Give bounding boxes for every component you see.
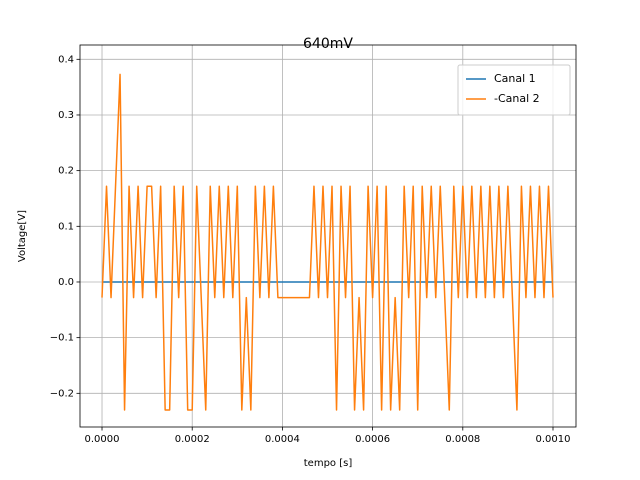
legend-label: Canal 1 (494, 72, 536, 85)
y-tick-label: 0.4 (58, 54, 74, 65)
x-tick-label: 0.0008 (445, 434, 480, 445)
x-axis-label: tempo [s] (304, 458, 353, 469)
x-tick-label: 0.0000 (85, 434, 120, 445)
y-tick-label: 0.0 (58, 277, 74, 288)
x-tick-label: 0.0002 (175, 434, 210, 445)
y-axis-label: Voltage[V] (17, 210, 28, 262)
plot-frame (79, 44, 577, 428)
y-tick-label: 0.3 (58, 110, 74, 121)
y-tick-label: −0.1 (50, 333, 74, 344)
legend-box (457, 64, 571, 116)
x-tick-label: 0.0010 (535, 434, 570, 445)
x-tick-label: 0.0006 (355, 434, 390, 445)
legend-label: -Canal 2 (494, 92, 540, 105)
y-tick-label: 0.2 (58, 166, 74, 177)
y-tick-label: −0.2 (50, 388, 74, 399)
x-tick-label: 0.0004 (265, 434, 300, 445)
y-tick-label: 0.1 (58, 221, 74, 232)
series-line (101, 73, 554, 411)
chart-title: 640mV (303, 36, 353, 52)
